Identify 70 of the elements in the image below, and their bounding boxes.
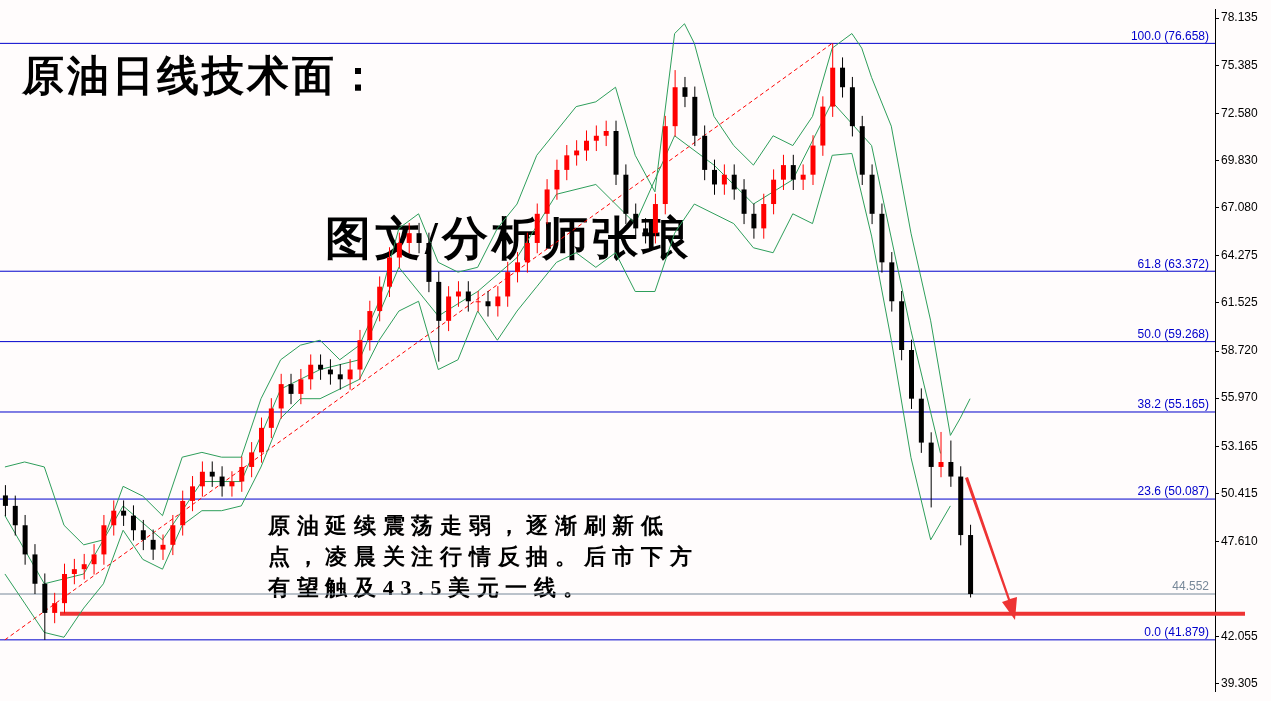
candlestick (593, 124, 599, 152)
text: 原油日线技术面： (22, 52, 382, 101)
candlestick (475, 290, 481, 313)
ref-line-label: 61.8 (63.372) (1137, 256, 1209, 271)
candlestick (554, 159, 560, 201)
y-tick-label: 67.080 (1221, 199, 1259, 214)
candlestick (948, 440, 954, 488)
candlestick (268, 397, 274, 439)
candlestick (800, 163, 806, 191)
y-tick-label: 53.165 (1221, 438, 1259, 453)
candlestick (209, 460, 215, 488)
annotation: 原油延续震荡走弱，逐渐刷新低点，凌晨关注行情反抽。后市下方有望触及43.5美元一线。 (268, 512, 700, 602)
candlestick (495, 285, 501, 318)
candlestick (121, 499, 127, 527)
candlestick (150, 529, 156, 561)
candlestick (840, 56, 846, 99)
y-tick-label: 50.415 (1221, 485, 1259, 500)
ref-line-label: 23.6 (50.087) (1137, 484, 1209, 499)
candlestick (347, 358, 353, 391)
candlestick (583, 129, 589, 162)
candlestick (564, 144, 570, 181)
candlestick (731, 163, 737, 201)
candlestick (465, 280, 471, 313)
candlestick (682, 76, 688, 108)
ref-line-label: 100.0 (76.658) (1130, 28, 1209, 43)
candlestick (239, 456, 245, 493)
candlestick (485, 290, 491, 318)
candlestick (170, 514, 176, 556)
candlestick (780, 154, 786, 191)
y-tick-label: 42.055 (1221, 629, 1259, 644)
candlestick (199, 460, 205, 498)
candlestick (712, 159, 718, 196)
y-tick-label: 47.610 (1221, 533, 1259, 548)
candlestick (2, 484, 8, 517)
candlestick (81, 553, 87, 580)
candlestick (71, 558, 77, 585)
candlestick (643, 217, 649, 244)
candlestick (111, 499, 117, 537)
ref-line-label: 0.0 (41.879) (1144, 625, 1209, 640)
ref-line-label: 50.0 (59.268) (1137, 326, 1209, 341)
candlestick (790, 154, 796, 191)
y-tick-label: 61.525 (1221, 295, 1259, 310)
y-tick-label: 78.135 (1221, 10, 1259, 25)
candlestick (140, 519, 146, 551)
y-tick-label: 39.305 (1221, 676, 1259, 691)
y-tick-label: 75.385 (1221, 57, 1259, 72)
y-tick-label: 55.970 (1221, 390, 1259, 405)
candlestick (298, 368, 304, 405)
candlestick (190, 475, 196, 512)
y-tick-label: 72.580 (1221, 105, 1259, 120)
candlestick (219, 465, 225, 498)
candlestick (91, 543, 97, 575)
candlestick (751, 203, 757, 240)
ref-line-label: 38.2 (55.165) (1137, 397, 1209, 412)
candlestick (52, 592, 58, 624)
candlestick (318, 353, 324, 381)
candlestick (938, 431, 944, 478)
candlestick (160, 534, 166, 561)
candlestick (249, 441, 255, 478)
candlestick (308, 353, 314, 391)
candlestick (337, 363, 343, 391)
candlestick (603, 120, 609, 147)
ref-line-label: 44.552 (1172, 579, 1210, 594)
candlestick (12, 495, 18, 537)
candlestick (130, 504, 136, 542)
y-tick-label: 69.830 (1221, 152, 1259, 167)
candlestick (288, 373, 294, 405)
y-tick-label: 58.720 (1221, 343, 1259, 358)
candlestick (721, 163, 727, 196)
y-tick-label: 64.275 (1221, 248, 1259, 263)
